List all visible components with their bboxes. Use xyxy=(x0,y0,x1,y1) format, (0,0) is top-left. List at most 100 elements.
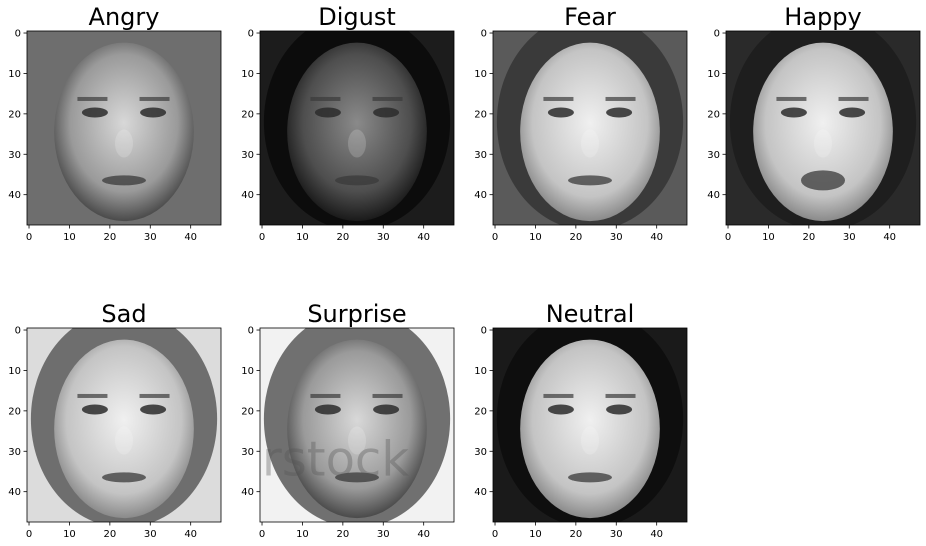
y-tick-label: 20 xyxy=(474,406,487,417)
y-tick-label: 40 xyxy=(474,190,487,201)
panel-title: Sad xyxy=(101,300,146,328)
x-tick-label: 20 xyxy=(569,529,582,540)
y-tick-label: 20 xyxy=(241,406,254,417)
y-tick-label: 0 xyxy=(481,29,487,40)
axes-frame xyxy=(259,30,455,226)
y-tick-label: 40 xyxy=(8,487,21,498)
y-tick-label: 30 xyxy=(8,447,21,458)
axes-frame xyxy=(26,30,222,226)
watermark-text: rstock xyxy=(262,431,409,487)
y-tick-label: 0 xyxy=(481,326,487,337)
x-tick-label: 0 xyxy=(26,232,32,243)
face-image xyxy=(27,328,221,522)
panel-neutral: Neutral 0 10 20 30 40 0 10 20 30 40 xyxy=(474,300,688,540)
y-tick-label: 0 xyxy=(15,29,21,40)
y-tick-label: 10 xyxy=(707,69,720,80)
x-tick-label: 20 xyxy=(336,232,349,243)
y-tick-label: 30 xyxy=(241,447,254,458)
x-tick-label: 10 xyxy=(296,232,309,243)
x-tick-label: 0 xyxy=(725,232,731,243)
y-tick-label: 20 xyxy=(8,406,21,417)
x-tick-label: 30 xyxy=(144,232,157,243)
y-tick-label: 20 xyxy=(8,109,21,120)
y-tick-label: 30 xyxy=(241,150,254,161)
axes-frame xyxy=(492,30,688,226)
y-tick-label: 30 xyxy=(707,150,720,161)
face-image: rstock xyxy=(260,328,454,522)
x-tick-label: 40 xyxy=(184,232,197,243)
x-tick-label: 40 xyxy=(650,529,663,540)
x-tick-label: 30 xyxy=(377,529,390,540)
y-tick-label: 20 xyxy=(241,109,254,120)
y-tick-label: 0 xyxy=(248,326,254,337)
panel-title: Surprise xyxy=(307,300,406,328)
y-tick-label: 30 xyxy=(474,150,487,161)
panel-angry: Angry 0 10 20 30 40 0 10 20 30 40 xyxy=(8,3,222,243)
panel-sad: Sad 0 10 20 30 40 0 10 20 30 40 xyxy=(8,300,222,540)
x-tick-label: 30 xyxy=(610,232,623,243)
x-tick-label: 0 xyxy=(492,232,498,243)
x-tick-label: 20 xyxy=(569,232,582,243)
x-tick-label: 40 xyxy=(417,232,430,243)
x-tick-label: 30 xyxy=(377,232,390,243)
y-tick-label: 10 xyxy=(241,69,254,80)
x-tick-label: 10 xyxy=(762,232,775,243)
y-tick-label: 10 xyxy=(474,69,487,80)
axes-frame xyxy=(26,327,222,523)
y-tick-label: 10 xyxy=(241,366,254,377)
y-tick-label: 30 xyxy=(8,150,21,161)
x-tick-label: 0 xyxy=(259,232,265,243)
panel-title: Happy xyxy=(784,3,861,31)
x-tick-label: 10 xyxy=(296,529,309,540)
panel-title: Fear xyxy=(564,3,616,31)
x-tick-label: 20 xyxy=(103,529,116,540)
y-tick-label: 0 xyxy=(15,326,21,337)
panel-title: Angry xyxy=(89,3,160,31)
y-tick-label: 20 xyxy=(707,109,720,120)
face-image xyxy=(493,328,687,522)
x-tick-label: 30 xyxy=(610,529,623,540)
y-tick-label: 40 xyxy=(241,190,254,201)
y-tick-label: 40 xyxy=(474,487,487,498)
x-tick-label: 40 xyxy=(650,232,663,243)
x-tick-label: 20 xyxy=(336,529,349,540)
x-tick-label: 10 xyxy=(63,232,76,243)
x-tick-label: 0 xyxy=(492,529,498,540)
face-image xyxy=(493,31,687,225)
y-tick-label: 40 xyxy=(241,487,254,498)
face-image xyxy=(260,31,454,225)
y-tick-label: 40 xyxy=(8,190,21,201)
y-tick-label: 0 xyxy=(714,29,720,40)
y-tick-label: 10 xyxy=(8,69,21,80)
x-tick-label: 10 xyxy=(529,529,542,540)
y-tick-label: 30 xyxy=(474,447,487,458)
panel-digust: Digust 0 10 20 30 40 0 10 20 30 40 xyxy=(241,3,455,243)
x-tick-label: 40 xyxy=(883,232,896,243)
x-tick-label: 20 xyxy=(802,232,815,243)
y-tick-label: 10 xyxy=(8,366,21,377)
panel-title: Digust xyxy=(318,3,396,31)
face-image xyxy=(726,31,920,225)
x-tick-label: 10 xyxy=(529,232,542,243)
x-tick-label: 40 xyxy=(417,529,430,540)
y-tick-label: 20 xyxy=(474,109,487,120)
panel-happy: Happy 0 10 20 30 40 0 10 20 30 40 xyxy=(707,3,921,243)
x-tick-label: 0 xyxy=(26,529,32,540)
axes-frame xyxy=(259,327,455,523)
x-tick-label: 20 xyxy=(103,232,116,243)
y-tick-label: 40 xyxy=(707,190,720,201)
y-tick-label: 10 xyxy=(474,366,487,377)
panel-fear: Fear 0 10 20 30 40 0 10 20 30 40 xyxy=(474,3,688,243)
panel-surprise: Surprise rstock 0 10 20 30 40 0 10 20 30 40 xyxy=(241,300,455,540)
panel-title: Neutral xyxy=(546,300,635,328)
x-tick-label: 10 xyxy=(63,529,76,540)
y-tick-label: 0 xyxy=(248,29,254,40)
axes-frame xyxy=(492,327,688,523)
x-tick-label: 30 xyxy=(144,529,157,540)
face-image xyxy=(27,31,221,225)
x-tick-label: 0 xyxy=(259,529,265,540)
x-tick-label: 30 xyxy=(843,232,856,243)
axes-frame xyxy=(725,30,921,226)
x-tick-label: 40 xyxy=(184,529,197,540)
